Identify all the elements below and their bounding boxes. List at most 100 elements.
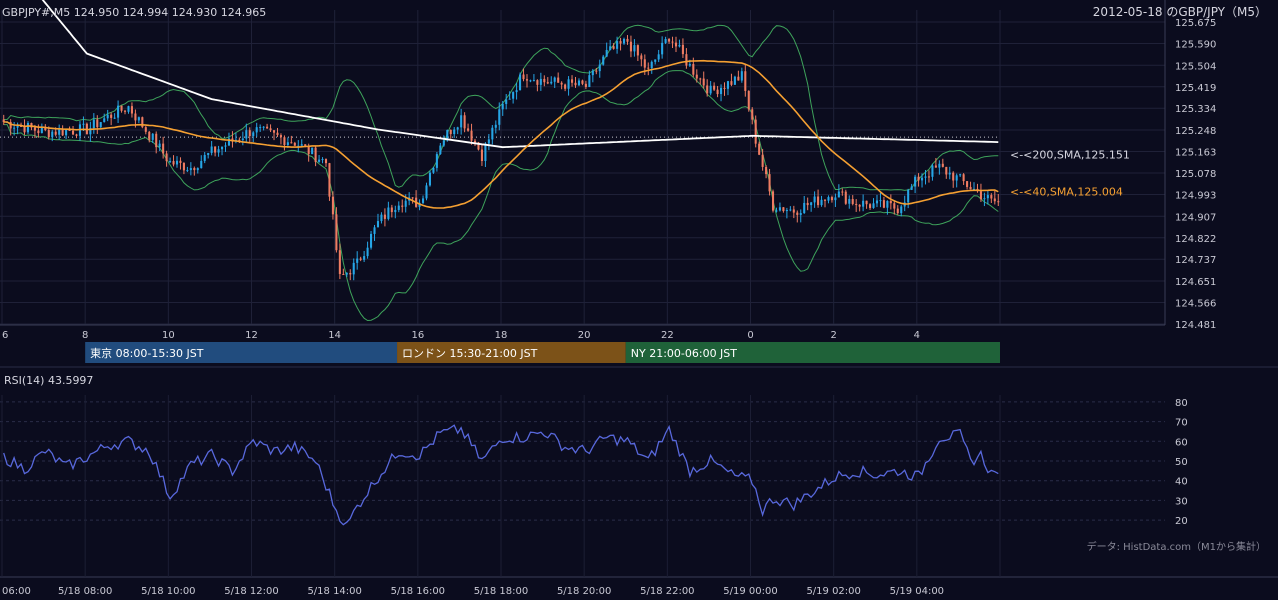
price-tick-label: 125.078 bbox=[1175, 169, 1216, 180]
candle-body bbox=[304, 144, 307, 146]
candle-body bbox=[855, 203, 858, 205]
datetime-tick-label: 5/18 12:00 bbox=[224, 586, 278, 597]
candle-body bbox=[397, 205, 400, 210]
candle-body bbox=[439, 145, 442, 155]
candle-body bbox=[643, 59, 646, 68]
candle-body bbox=[380, 214, 383, 222]
candle-body bbox=[931, 165, 934, 177]
candle-body bbox=[179, 160, 182, 163]
candle-body bbox=[117, 105, 120, 118]
candle-body bbox=[318, 159, 321, 162]
candle-body bbox=[435, 154, 438, 168]
candle-body bbox=[172, 161, 175, 165]
candle-body bbox=[564, 84, 567, 89]
candlesticks bbox=[2, 35, 1000, 281]
candle-body bbox=[699, 78, 702, 80]
candle-body bbox=[962, 174, 965, 182]
candle-body bbox=[370, 233, 373, 248]
candle-body bbox=[539, 78, 542, 85]
price-tick-label: 125.504 bbox=[1175, 61, 1216, 72]
candle-body bbox=[227, 138, 231, 146]
candle-body bbox=[626, 38, 629, 42]
candle-body bbox=[529, 80, 532, 82]
candle-body bbox=[130, 106, 133, 114]
candle-body bbox=[144, 127, 147, 132]
sma-200-line bbox=[41, 0, 999, 149]
candle-body bbox=[830, 197, 833, 201]
candle-body bbox=[473, 140, 477, 143]
candle-body bbox=[557, 77, 560, 83]
candle-body bbox=[241, 138, 244, 141]
candle-body bbox=[51, 131, 54, 138]
candle-body bbox=[148, 131, 151, 140]
candle-body bbox=[106, 114, 109, 119]
rsi-tick-label: 30 bbox=[1175, 496, 1188, 507]
candle-body bbox=[359, 258, 362, 260]
candle-body bbox=[934, 165, 937, 168]
candle-body bbox=[581, 80, 584, 84]
candle-body bbox=[782, 207, 785, 212]
rsi-line bbox=[3, 424, 999, 526]
candle-body bbox=[266, 126, 269, 129]
candle-body bbox=[158, 143, 161, 148]
candle-body bbox=[754, 119, 757, 144]
candle-body bbox=[536, 80, 539, 85]
candle-body bbox=[869, 204, 872, 208]
candle-body bbox=[948, 172, 951, 175]
hour-tick-label: 14 bbox=[328, 330, 341, 341]
candle-body bbox=[692, 64, 695, 75]
candle-body bbox=[834, 197, 837, 201]
session-label: 東京 08:00-15:30 JST bbox=[90, 346, 204, 360]
candle-body bbox=[127, 106, 130, 112]
hour-tick-label: 6 bbox=[2, 330, 8, 341]
candle-body bbox=[862, 200, 865, 207]
candle-body bbox=[92, 119, 95, 129]
session-label: NY 21:00-06:00 JST bbox=[631, 347, 738, 360]
candle-body bbox=[865, 200, 868, 205]
candle-body bbox=[858, 204, 861, 207]
candle-body bbox=[896, 208, 899, 214]
candle-body bbox=[550, 81, 553, 84]
session-bar bbox=[625, 342, 1000, 363]
candle-body bbox=[352, 262, 355, 275]
candle-body bbox=[134, 113, 137, 121]
candle-body bbox=[605, 49, 608, 57]
candle-body bbox=[616, 41, 619, 49]
candle-body bbox=[453, 129, 456, 135]
candle-body bbox=[394, 209, 397, 213]
candle-body bbox=[813, 196, 816, 203]
candle-body bbox=[723, 87, 726, 89]
candle-body bbox=[207, 152, 210, 156]
candle-body bbox=[286, 142, 289, 145]
candle-body bbox=[349, 273, 352, 275]
session-bar bbox=[397, 342, 626, 363]
candle-body bbox=[820, 199, 823, 206]
candle-body bbox=[674, 42, 678, 47]
price-tick-label: 124.993 bbox=[1175, 190, 1216, 201]
candle-body bbox=[570, 79, 574, 83]
candle-body bbox=[945, 166, 948, 175]
candle-body bbox=[619, 41, 622, 44]
candle-body bbox=[515, 90, 518, 93]
candle-body bbox=[584, 83, 587, 88]
candle-body bbox=[96, 119, 99, 128]
candle-body bbox=[553, 77, 556, 82]
candle-body bbox=[681, 44, 684, 55]
candle-body bbox=[678, 44, 681, 47]
candle-body bbox=[44, 127, 47, 131]
candle-body bbox=[841, 191, 844, 193]
candle-body bbox=[875, 200, 879, 204]
candle-body bbox=[123, 110, 127, 112]
candle-body bbox=[314, 147, 317, 162]
candle-body bbox=[484, 143, 487, 162]
candle-body bbox=[262, 126, 265, 128]
datetime-tick-label: 5/18 18:00 bbox=[474, 586, 528, 597]
candle-body bbox=[404, 200, 407, 207]
candle-body bbox=[54, 131, 57, 135]
candle-body bbox=[993, 198, 996, 202]
candle-body bbox=[487, 139, 490, 144]
candle-body bbox=[730, 81, 733, 85]
rsi-tick-label: 50 bbox=[1175, 457, 1188, 468]
candle-body bbox=[30, 123, 33, 128]
candle-body bbox=[636, 45, 639, 56]
